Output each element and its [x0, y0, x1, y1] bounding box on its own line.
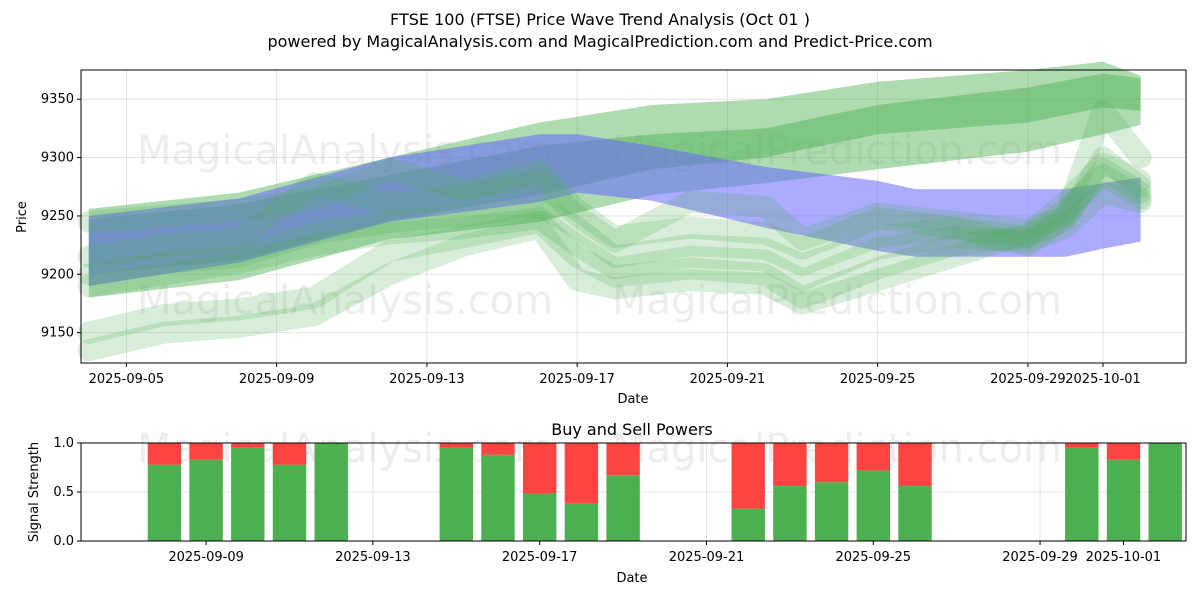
- signal-x-tick-label: 2025-09-25: [835, 550, 911, 565]
- sell-bar: [565, 443, 598, 504]
- price-y-label: Price: [15, 201, 30, 233]
- sell-bar: [440, 443, 473, 448]
- signal-y-label: Signal Strength: [27, 442, 42, 542]
- buy-bar: [523, 493, 556, 541]
- price-x-tick-label: 2025-09-05: [89, 372, 165, 387]
- sell-bar: [189, 443, 222, 460]
- buy-bar: [148, 465, 181, 541]
- buy-bar: [231, 448, 264, 541]
- buy-bar: [189, 460, 222, 541]
- buy-bar: [440, 448, 473, 541]
- price-x-tick-label: 2025-09-17: [539, 372, 615, 387]
- price-x-tick-label: 2025-09-25: [840, 372, 916, 387]
- chart-title: FTSE 100 (FTSE) Price Wave Trend Analysi…: [390, 10, 810, 29]
- price-x-tick-label: 2025-09-29: [990, 372, 1066, 387]
- signal-x-tick-label: 2025-09-09: [168, 550, 244, 565]
- signal-chart: Buy and Sell Powers MagicalAnalysis.com …: [27, 420, 1186, 586]
- buy-bar: [773, 486, 806, 541]
- price-chart: MagicalAnalysis.com MagicalPrediction.co…: [15, 62, 1186, 407]
- buy-bar: [606, 475, 639, 541]
- sell-bar: [1065, 443, 1098, 448]
- buy-bar: [273, 465, 306, 541]
- signal-x-tick-label: 2025-09-17: [502, 550, 578, 565]
- signal-y-ticks: 0.0 0.5 1.0: [53, 436, 81, 549]
- price-x-tick-label: 2025-10-01: [1065, 372, 1141, 387]
- price-y-tick-label: 9350: [41, 92, 74, 107]
- price-x-tick-label: 2025-09-09: [239, 372, 315, 387]
- buy-bar: [481, 455, 514, 541]
- price-x-tick-label: 2025-09-21: [690, 372, 766, 387]
- signal-x-ticks: 2025-09-09 2025-09-13 2025-09-17 2025-09-21…: [168, 541, 1161, 565]
- chart-subtitle: powered by MagicalAnalysis.com and Magic…: [267, 32, 932, 51]
- sell-bar: [1107, 443, 1140, 460]
- signal-x-tick-label: 2025-09-21: [669, 550, 745, 565]
- price-x-ticks: 2025-09-05 2025-09-09 2025-09-13 2025-09-17…: [89, 363, 1141, 387]
- sell-bar: [231, 443, 264, 448]
- sell-bar: [523, 443, 556, 493]
- buy-bar: [815, 482, 848, 541]
- sell-bar: [148, 443, 181, 465]
- price-y-tick-label: 9200: [41, 267, 74, 282]
- signal-x-tick-label: 2025-09-13: [335, 550, 411, 565]
- signal-y-tick-label: 0.0: [53, 534, 74, 549]
- price-y-tick-label: 9300: [41, 151, 74, 166]
- buy-bar: [565, 504, 598, 541]
- sell-bar: [273, 443, 306, 465]
- buy-bar: [1107, 460, 1140, 541]
- signal-y-tick-label: 0.5: [53, 485, 74, 500]
- buy-bar: [898, 486, 931, 541]
- buy-bar: [1065, 448, 1098, 541]
- price-y-tick-label: 9150: [41, 326, 74, 341]
- sell-bar: [815, 443, 848, 482]
- sell-bar: [481, 443, 514, 455]
- signal-x-tick-label: 2025-10-01: [1086, 550, 1162, 565]
- sell-bar: [732, 443, 765, 509]
- sell-bar: [857, 443, 890, 470]
- buy-bar: [315, 443, 348, 541]
- sell-bar: [606, 443, 639, 475]
- price-y-tick-label: 9250: [41, 209, 74, 224]
- signal-y-tick-label: 1.0: [53, 436, 74, 451]
- sell-bar: [898, 443, 931, 486]
- price-x-tick-label: 2025-09-13: [389, 372, 465, 387]
- price-y-ticks: 9150 9200 9250 9300 9350: [41, 92, 81, 340]
- signal-x-tick-label: 2025-09-29: [1002, 550, 1078, 565]
- buy-bar: [1149, 443, 1182, 541]
- signal-x-label: Date: [616, 571, 647, 586]
- price-x-label: Date: [617, 392, 648, 407]
- buy-bar: [732, 509, 765, 541]
- buy-bar: [857, 470, 890, 541]
- sell-bar: [773, 443, 806, 486]
